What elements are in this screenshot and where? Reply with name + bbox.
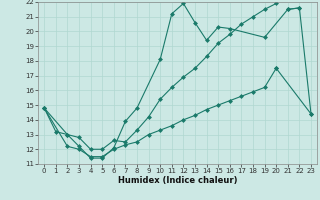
X-axis label: Humidex (Indice chaleur): Humidex (Indice chaleur) (118, 176, 237, 185)
